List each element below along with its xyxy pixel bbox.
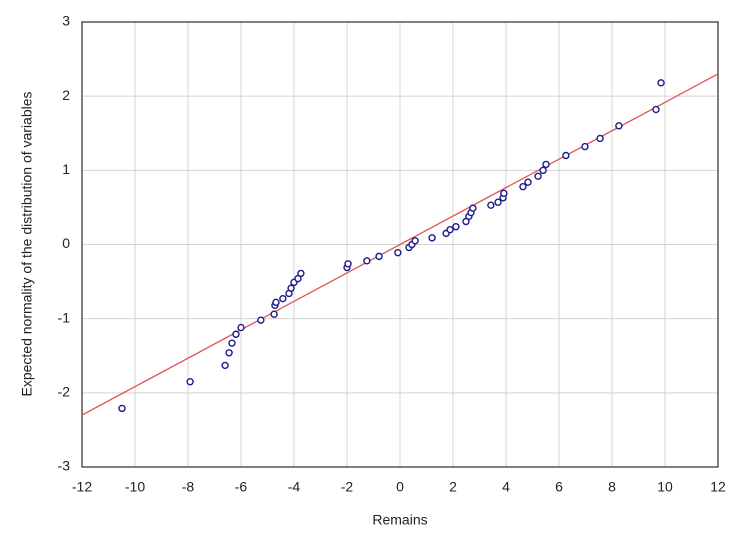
point bbox=[524, 178, 532, 186]
x-tick-label: -2 bbox=[341, 479, 354, 495]
point bbox=[494, 198, 502, 206]
point bbox=[221, 361, 229, 370]
point bbox=[581, 142, 589, 151]
plot-frame bbox=[81, 21, 719, 468]
point bbox=[657, 79, 665, 87]
y-tick-label: 0 bbox=[62, 235, 70, 251]
point bbox=[519, 182, 527, 191]
y-tick-label: -1 bbox=[58, 309, 71, 325]
point bbox=[446, 225, 454, 234]
y-tick-label: 1 bbox=[62, 161, 70, 177]
point bbox=[534, 172, 542, 180]
x-axis-label: Remains bbox=[372, 512, 427, 528]
x-tick-label: 4 bbox=[502, 479, 510, 495]
x-tick-label: -12 bbox=[72, 479, 92, 495]
x-tick-label: 0 bbox=[396, 479, 404, 495]
point bbox=[232, 330, 240, 338]
point bbox=[500, 189, 508, 198]
point bbox=[279, 294, 287, 303]
point bbox=[375, 252, 383, 261]
point bbox=[363, 257, 371, 265]
x-tick-label: 12 bbox=[710, 479, 726, 495]
x-tick-label: 6 bbox=[555, 479, 563, 495]
y-tick-label: -2 bbox=[58, 384, 71, 400]
point bbox=[270, 310, 278, 318]
point bbox=[615, 122, 623, 130]
point bbox=[344, 260, 352, 268]
point bbox=[487, 201, 495, 209]
x-tick-label: -4 bbox=[288, 479, 301, 495]
point bbox=[186, 378, 194, 386]
point bbox=[542, 160, 550, 169]
y-tick-label: 2 bbox=[62, 87, 70, 103]
point bbox=[237, 323, 245, 332]
x-tick-label: 10 bbox=[657, 479, 673, 495]
point bbox=[287, 284, 295, 292]
x-tick-label: 2 bbox=[449, 479, 457, 495]
point bbox=[652, 105, 660, 114]
x-tick-label: -8 bbox=[182, 479, 195, 495]
point bbox=[539, 166, 547, 175]
fit-line bbox=[81, 73, 719, 416]
point bbox=[272, 298, 280, 307]
x-tick-label: 8 bbox=[608, 479, 616, 495]
point bbox=[225, 349, 233, 357]
point bbox=[118, 404, 126, 413]
point bbox=[257, 316, 265, 324]
point bbox=[428, 234, 436, 242]
point bbox=[228, 339, 236, 347]
point bbox=[596, 134, 604, 143]
point bbox=[394, 248, 402, 257]
y-tick-label: 3 bbox=[62, 13, 70, 29]
point bbox=[469, 204, 477, 212]
point bbox=[411, 237, 419, 245]
point bbox=[562, 151, 570, 160]
point bbox=[297, 269, 305, 278]
point bbox=[452, 222, 460, 231]
x-tick-label: -10 bbox=[125, 479, 145, 495]
y-axis-label: Expected normality of the distribution o… bbox=[19, 91, 35, 396]
x-tick-label: -6 bbox=[235, 479, 248, 495]
y-tick-label: -3 bbox=[58, 458, 71, 474]
